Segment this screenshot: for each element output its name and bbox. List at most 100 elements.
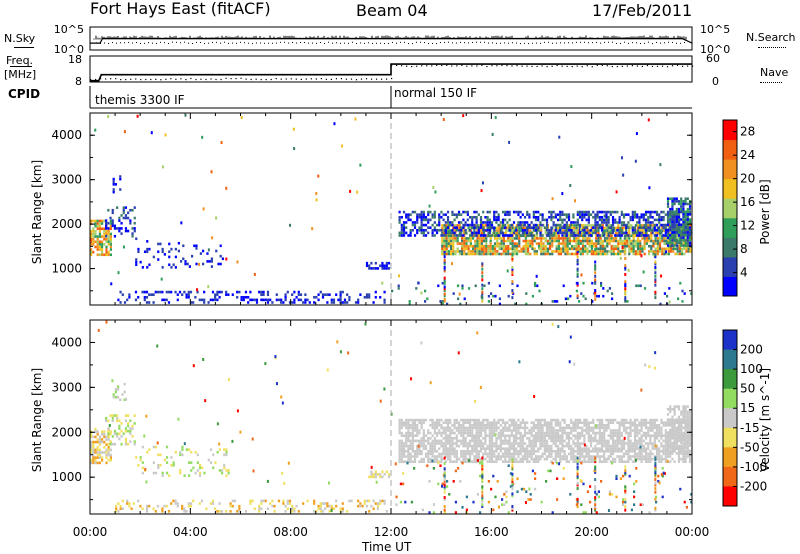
power-cell xyxy=(545,228,549,232)
velocity-cell xyxy=(446,452,450,456)
power-cell xyxy=(101,240,104,244)
power-cell xyxy=(170,247,173,251)
velocity-cell xyxy=(572,429,575,432)
power-cell xyxy=(498,284,501,288)
velocity-cell xyxy=(402,455,406,458)
power-cell xyxy=(625,226,628,229)
power-cell xyxy=(575,239,578,243)
nsearch-dot xyxy=(416,41,417,43)
power-cell xyxy=(572,234,575,237)
velocity-cell xyxy=(510,434,513,437)
power-cell xyxy=(242,295,245,299)
power-cell xyxy=(443,237,446,240)
power-cell xyxy=(603,229,607,232)
velocity-cell xyxy=(451,449,454,453)
power-cell xyxy=(335,293,338,296)
nave-dot xyxy=(391,64,393,67)
power-cell xyxy=(577,247,580,251)
velocity-cell xyxy=(583,423,586,427)
power-cell xyxy=(456,250,459,253)
velocity-cell xyxy=(543,418,546,422)
nsearch-dot xyxy=(420,41,421,43)
power-cell xyxy=(496,226,499,230)
power-cell xyxy=(581,237,585,240)
power-cell xyxy=(595,250,598,253)
nsearch-dot xyxy=(276,42,277,44)
power-cell xyxy=(559,252,563,256)
velocity-cell xyxy=(413,452,417,456)
power-streak xyxy=(654,292,657,296)
velocity-cell xyxy=(321,510,325,513)
power-cell xyxy=(684,223,687,227)
power-cell xyxy=(210,265,213,268)
power-cell xyxy=(299,293,303,296)
power-streak xyxy=(594,278,597,282)
velocity-cell xyxy=(284,504,287,508)
power-cell xyxy=(475,234,478,237)
velocity-cell xyxy=(556,452,560,456)
power-cell xyxy=(524,247,527,251)
nsearch-dot xyxy=(636,42,637,44)
power-cell xyxy=(531,247,534,251)
power-cell xyxy=(469,250,472,253)
nave-dot xyxy=(340,78,343,80)
power-cell xyxy=(603,239,607,243)
velocity-cell xyxy=(561,434,564,437)
power-cell xyxy=(225,293,228,296)
velocity-cell xyxy=(115,510,118,513)
power-cell xyxy=(440,228,443,232)
power-cell xyxy=(555,239,558,243)
power-cell xyxy=(475,226,478,229)
velocity-cell xyxy=(159,453,162,457)
power-cell xyxy=(92,232,95,236)
velocity-cell xyxy=(479,442,483,445)
velocity-cell xyxy=(385,470,388,474)
velocity-cell xyxy=(537,431,540,435)
nsearch-dot xyxy=(432,42,433,44)
velocity-cell xyxy=(479,429,483,432)
velocity-cell xyxy=(407,434,410,437)
power-cell xyxy=(510,223,513,227)
power-cell xyxy=(674,252,677,256)
power-streak xyxy=(481,299,484,303)
velocity-cell xyxy=(253,507,256,511)
velocity-cell xyxy=(429,442,432,445)
power-cell xyxy=(530,234,533,237)
power-cell xyxy=(496,237,499,240)
velocity-cell xyxy=(501,442,505,445)
velocity-cell xyxy=(504,457,507,461)
beam-title: Beam 04 xyxy=(356,1,428,20)
velocity-cell xyxy=(460,418,463,422)
velocity-cell xyxy=(565,455,568,458)
power-cell xyxy=(218,290,221,294)
velocity-cell xyxy=(475,423,478,427)
velocity-cell xyxy=(211,499,215,503)
nave-dot xyxy=(491,65,493,67)
power-cell xyxy=(482,210,485,214)
power-cell xyxy=(682,226,685,229)
power-cell xyxy=(570,234,573,237)
velocity-cell xyxy=(405,460,408,463)
power-cell xyxy=(501,226,505,229)
power-cell xyxy=(664,234,667,237)
power-cell xyxy=(688,241,692,245)
power-cell xyxy=(633,231,637,235)
power-cell xyxy=(533,252,536,256)
velocity-cell xyxy=(521,439,524,443)
power-cell xyxy=(557,234,560,238)
power-cell xyxy=(96,245,99,249)
power-cell xyxy=(139,260,142,264)
power-cell xyxy=(551,237,554,240)
power-cell xyxy=(600,228,604,232)
power-cell xyxy=(622,231,626,235)
velocity-cell xyxy=(567,447,571,450)
power-cell xyxy=(647,234,650,237)
velocity-cell xyxy=(223,453,226,457)
velocity-cell xyxy=(398,426,401,430)
power-cell xyxy=(596,221,599,224)
velocity-cell xyxy=(473,421,476,424)
power-cell xyxy=(480,239,483,243)
velocity-cell xyxy=(526,455,529,458)
cpid-panel xyxy=(89,86,692,109)
velocity-cell xyxy=(216,450,219,454)
